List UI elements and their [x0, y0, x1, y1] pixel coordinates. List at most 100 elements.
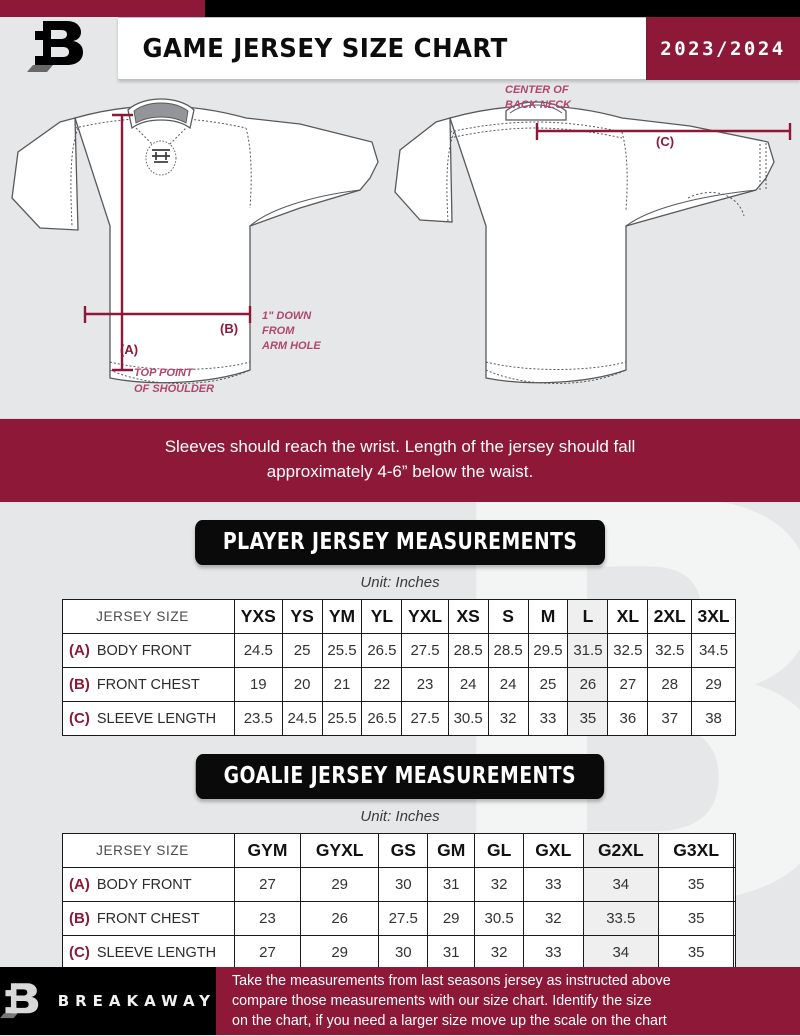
measurement-row-label: (B) FRONT CHEST — [62, 901, 235, 937]
measurement-cell: 21 — [321, 667, 363, 703]
size-header-3xl: 3XL — [691, 599, 736, 635]
measurement-cell: 38 — [691, 701, 736, 737]
table-header-row: JERSEY SIZE YXS YS YM YL YXL XS S M L XL 2XL 3XL — [62, 599, 736, 635]
goalie-unit-label: Unit: Inches — [360, 808, 440, 826]
measurement-cell: 27.5 — [401, 633, 449, 669]
measurement-tag: (A) — [69, 642, 90, 660]
back-measure-lines — [535, 123, 792, 140]
measurement-cell: 24 — [447, 667, 489, 703]
measurement-cell: 27 — [607, 667, 649, 703]
measurement-cell: 26.5 — [361, 701, 403, 737]
measurement-cell: 34 — [582, 935, 659, 971]
size-header-m: M — [527, 599, 569, 635]
measurement-cell: 32 — [522, 901, 584, 937]
table-header-row: JERSEY SIZE GYM GYXL GS GM GL GXL G2XL G3XL — [62, 833, 736, 869]
measurement-cell: 29 — [691, 667, 736, 703]
front-note-b-line1: 1" DOWN — [262, 310, 312, 322]
player-unit-label: Unit: Inches — [360, 574, 440, 592]
measurement-cell-empty — [733, 935, 736, 971]
table-row: (A) BODY FRONT 27 29 30 31 32 33 34 35 — [62, 867, 736, 903]
back-label-c: (C) — [656, 134, 674, 149]
page-footer: BREAKAWAY Take the measurements from las… — [0, 967, 800, 1035]
top-strip-black — [205, 0, 800, 17]
measurement-cell: 23 — [234, 901, 301, 937]
size-header-2xl: 2XL — [647, 599, 693, 635]
breakaway-b-icon-footer — [0, 983, 39, 1019]
measurement-row-label: (A) BODY FRONT — [62, 867, 235, 903]
measurement-tag: (A) — [69, 876, 90, 894]
measurement-row-label: (C) SLEEVE LENGTH — [62, 701, 235, 737]
measurement-cell: 33.5 — [582, 901, 659, 937]
measurement-cell: 26.5 — [361, 633, 403, 669]
measurement-tag: (C) — [69, 944, 90, 962]
measurement-cell: 26 — [567, 667, 609, 703]
measurement-cell: 25 — [281, 633, 323, 669]
footer-brand-name: BREAKAWAY — [57, 992, 216, 1010]
goalie-section-title: GOALIE JERSEY MEASUREMENTS — [195, 754, 605, 800]
measurement-name: FRONT CHEST — [96, 911, 200, 928]
measurement-tag: (B) — [69, 676, 90, 694]
measurement-cell: 27 — [234, 867, 301, 903]
measurement-cell: 27.5 — [401, 701, 449, 737]
table-row: (B) FRONT CHEST 19 20 21 22 23 24 24 25 26 27 28 29 — [62, 667, 736, 703]
measurement-cell: 32 — [474, 935, 524, 971]
brand-logo — [0, 17, 118, 80]
measurement-cell: 29 — [299, 935, 380, 971]
measurement-cell: 19 — [234, 667, 283, 703]
measurement-name: BODY FRONT — [96, 877, 192, 894]
player-measurements-table: JERSEY SIZE YXS YS YM YL YXL XS S M L XL 2XL 3XL (A… — [62, 599, 736, 737]
back-note-line2: BACK NECK — [505, 99, 572, 111]
player-jersey-section: PLAYER JERSEY MEASUREMENTS Unit: Inches … — [0, 502, 800, 737]
measurement-cell: 24 — [487, 667, 529, 703]
top-accent-strip — [0, 0, 800, 17]
measurement-cell: 33 — [522, 935, 584, 971]
measurement-cell: 29 — [427, 901, 476, 937]
measurement-cell: 31.5 — [567, 633, 609, 669]
measurement-cell: 32.5 — [647, 633, 693, 669]
front-label-b: (B) — [220, 321, 238, 336]
measurement-cell: 23 — [401, 667, 449, 703]
table-row: (A) BODY FRONT 24.5 25 25.5 26.5 27.5 28.5 28.5 2… — [62, 633, 736, 669]
table-row: (C) SLEEVE LENGTH 23.5 24.5 25.5 26.5 27.5 30.5… — [62, 701, 736, 737]
measurement-cell: 32.5 — [607, 633, 649, 669]
front-jersey-illustration — [11, 98, 379, 384]
measurement-name: FRONT CHEST — [96, 677, 200, 694]
banner-line-2: approximately 4-6” below the waist. — [266, 461, 534, 481]
page-title: GAME JERSEY SIZE CHART — [142, 33, 508, 64]
measurement-cell: 30 — [378, 935, 429, 971]
size-header-gs: GS — [378, 833, 429, 869]
size-header-yl: YL — [361, 599, 403, 635]
measurement-cell: 33 — [527, 701, 569, 737]
front-measure-lines — [83, 113, 252, 372]
breakaway-b-icon — [27, 20, 83, 72]
footer-brand-lockup: BREAKAWAY — [0, 967, 216, 1035]
measurement-cell: 27.5 — [378, 901, 429, 937]
footer-line-1: Take the measurements from last seasons … — [232, 972, 671, 989]
measurement-tag: (C) — [69, 710, 90, 728]
measurement-cell: 29.5 — [527, 633, 569, 669]
measurement-cell: 34.5 — [691, 633, 736, 669]
measurement-name: SLEEVE LENGTH — [96, 945, 217, 962]
table-row: (B) FRONT CHEST 23 26 27.5 29 30.5 32 33.5 35 — [62, 901, 736, 937]
front-note-b-line3: ARM HOLE — [261, 340, 321, 352]
footer-line-3: on the chart, if you need a larger size … — [232, 1013, 667, 1030]
footer-line-2: compare those measurements with our size… — [232, 992, 652, 1009]
front-note-b-line2: FROM — [262, 325, 295, 337]
measurement-cell: 28.5 — [447, 633, 489, 669]
measurement-name: SLEEVE LENGTH — [96, 711, 217, 728]
player-size-header-label: JERSEY SIZE — [62, 599, 235, 635]
measurement-cell: 31 — [427, 935, 476, 971]
size-header-yxs: YXS — [234, 599, 283, 635]
top-strip-crimson — [0, 0, 205, 17]
measurement-cell: 32 — [487, 701, 529, 737]
measurement-cell: 30 — [378, 867, 429, 903]
size-header-empty — [733, 833, 736, 869]
measurement-cell: 23.5 — [234, 701, 283, 737]
measurement-cell: 22 — [361, 667, 403, 703]
page-header: GAME JERSEY SIZE CHART 2023/2024 — [0, 17, 800, 80]
measurement-cell: 35 — [567, 701, 609, 737]
measurement-row-label: (C) SLEEVE LENGTH — [62, 935, 235, 971]
jersey-diagrams: (A) TOP POINT OF SHOULDER (B) 1" DOWN FR… — [0, 80, 800, 418]
measurement-cell: 26 — [299, 901, 380, 937]
measurement-cell: 20 — [281, 667, 323, 703]
